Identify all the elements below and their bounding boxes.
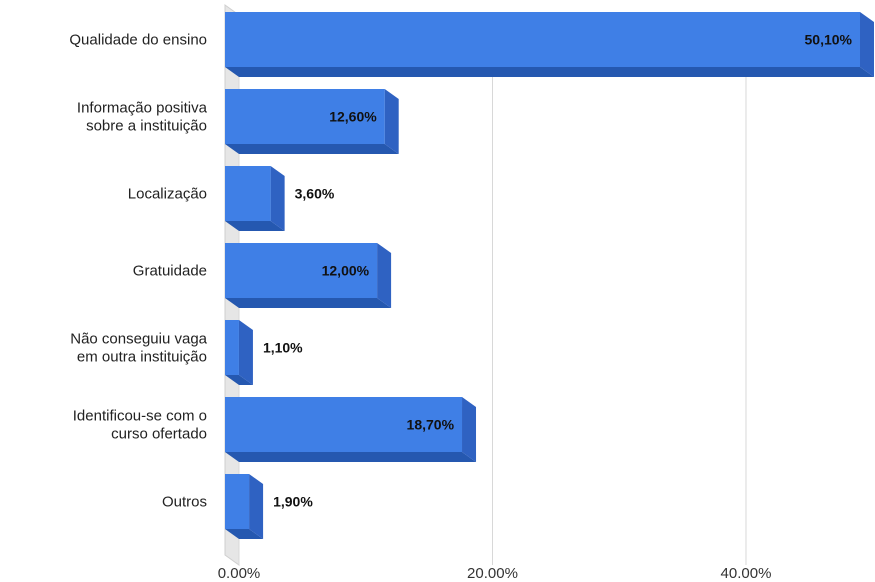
- bar: [225, 89, 399, 154]
- bar-bottom-face: [225, 67, 874, 77]
- category-label-line: curso ofertado: [111, 426, 207, 443]
- bar-front-face: [225, 12, 860, 67]
- category-label-line: Gratuidade: [133, 263, 207, 280]
- bar: [225, 474, 264, 539]
- bar-front-face: [225, 243, 378, 298]
- bar-side-face: [860, 12, 874, 77]
- category-label: Qualidade do ensino: [69, 32, 207, 49]
- x-tick-label: 20.00%: [467, 565, 518, 582]
- data-label: 3,60%: [295, 186, 335, 202]
- bar-bottom-face: [225, 144, 399, 154]
- category-label-line: Localização: [128, 186, 207, 203]
- bar: [225, 320, 253, 385]
- category-label: Identificou-se com o curso ofertado: [73, 408, 207, 443]
- category-label: Gratuidade: [133, 263, 207, 280]
- x-tick-label: 0.00%: [218, 565, 261, 582]
- bar-bottom-face: [225, 452, 477, 462]
- data-label: 18,70%: [407, 417, 455, 433]
- data-label: 12,60%: [329, 109, 377, 125]
- bar-front-face: [225, 397, 463, 452]
- category-label-line: Qualidade do ensino: [69, 32, 207, 49]
- bar-side-face: [377, 243, 392, 308]
- bar-bottom-face: [225, 529, 264, 539]
- data-label: 1,10%: [263, 340, 303, 356]
- category-label-line: Outros: [162, 494, 207, 511]
- category-label: Outros: [162, 494, 207, 511]
- data-label: 1,90%: [273, 494, 313, 510]
- bar-side-face: [462, 397, 477, 462]
- bars: 50,10% 12,60% 3,60% 12,00% 1,10% 18,70% 1,90%: [225, 12, 874, 539]
- bar-front-face: [225, 474, 250, 529]
- bar: [225, 397, 477, 462]
- bar-side-face: [270, 166, 285, 231]
- category-label-line: Identificou-se com o: [73, 408, 207, 425]
- x-tick-label: 40.00%: [721, 565, 772, 582]
- x-axis-ticks: 0.00% 20.00% 40.00%: [218, 565, 772, 582]
- data-label: 50,10%: [805, 32, 853, 48]
- bar: [225, 166, 285, 231]
- category-label: Informação positiva sobre a instituição: [77, 100, 208, 135]
- category-label-line: Informação positiva: [77, 100, 208, 117]
- category-label-line: Não conseguiu vaga: [70, 331, 207, 348]
- category-label: Localização: [128, 186, 207, 203]
- bar-front-face: [225, 320, 239, 375]
- category-labels: Qualidade do ensino Informação positiva so…: [69, 32, 207, 511]
- bar-front-face: [225, 166, 271, 221]
- data-label: 12,00%: [322, 263, 370, 279]
- bar: [225, 243, 392, 308]
- bar-bottom-face: [225, 375, 253, 385]
- category-label-line: em outra instituição: [77, 349, 207, 366]
- category-label-line: sobre a instituição: [86, 118, 207, 135]
- bar-front-face: [225, 89, 385, 144]
- bar-side-face: [384, 89, 399, 154]
- bar-bottom-face: [225, 221, 285, 231]
- bar-side-face: [249, 474, 264, 539]
- bar: [225, 12, 874, 77]
- bar-bottom-face: [225, 298, 392, 308]
- bar-side-face: [238, 320, 253, 385]
- category-label: Não conseguiu vaga em outra instituição: [70, 331, 207, 366]
